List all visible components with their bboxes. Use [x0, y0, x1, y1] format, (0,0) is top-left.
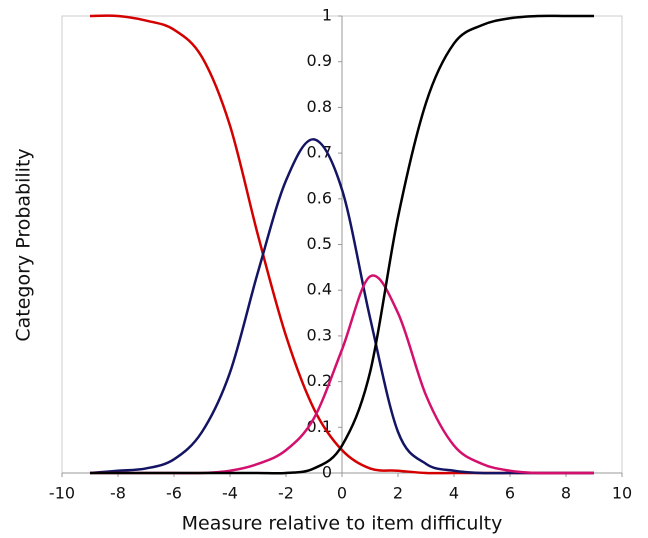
x-tick-label: 8	[561, 484, 571, 503]
y-tick-label: 0.9	[307, 51, 332, 70]
y-tick-label: 0.7	[307, 143, 332, 162]
x-tick-label: -10	[49, 484, 75, 503]
x-tick-label: -2	[278, 484, 294, 503]
y-tick-label: 1	[322, 6, 332, 25]
series-line	[89, 138, 594, 475]
x-tick-label: 6	[505, 484, 515, 503]
x-tick-label: 4	[449, 484, 459, 503]
y-tick-label: 0.4	[307, 280, 332, 299]
y-tick-label: 0.5	[307, 234, 332, 253]
x-axis-title: Measure relative to item difficulty	[182, 513, 503, 535]
series-line	[90, 14, 594, 475]
y-tick-label: 0.3	[307, 325, 332, 344]
x-tick-label: 10	[612, 484, 632, 503]
y-axis-title: Category Probability	[13, 148, 35, 341]
y-tick-label: 0	[322, 463, 332, 482]
x-tick-label: -4	[222, 484, 238, 503]
y-tick-label: 0.2	[307, 371, 332, 390]
y-tick-label: 0.6	[307, 188, 332, 207]
x-tick-label: -8	[110, 484, 126, 503]
y-tick-label: 0.8	[307, 97, 332, 116]
x-tick-label: -6	[166, 484, 182, 503]
x-tick-label: 0	[337, 484, 347, 503]
x-tick-label: 2	[393, 484, 403, 503]
